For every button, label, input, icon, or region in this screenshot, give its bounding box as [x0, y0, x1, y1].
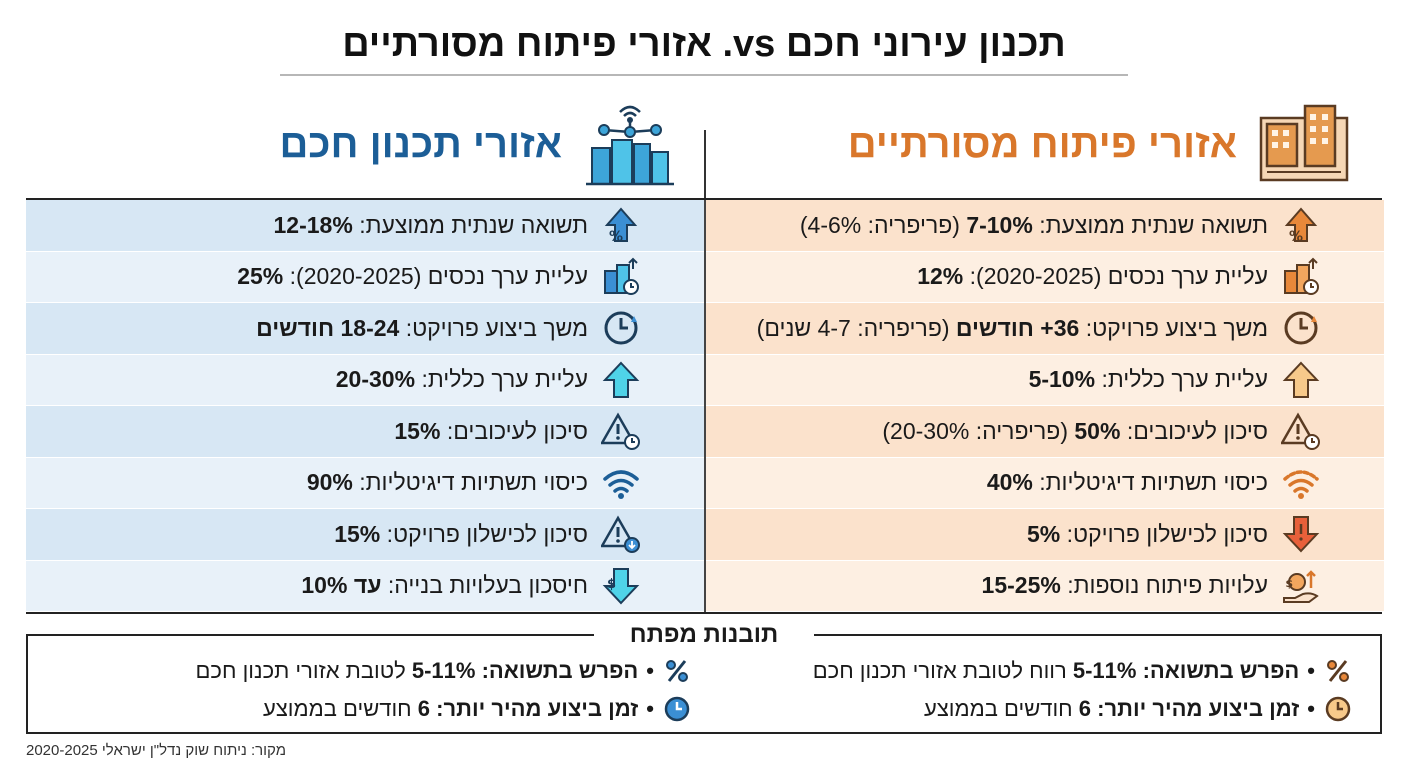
percent-up-icon: % — [1278, 202, 1324, 248]
traditional-row: $ עלויות פיתוח נוספות: 15-25% — [706, 560, 1384, 612]
column-divider — [704, 130, 706, 198]
traditional-row: כיסוי תשתיות דיגיטליות: 40% — [706, 457, 1384, 509]
city-plan-icon — [1259, 104, 1349, 182]
smart-column: % תשואה שנתית ממוצעת: 12-18% עליית ערך נ… — [26, 200, 704, 612]
insight-right-1: • הפרש בתשואה: 5-11% רווח לטובת אזורי תכ… — [813, 656, 1353, 686]
svg-text:%: % — [1289, 229, 1303, 245]
clock-icon — [662, 694, 692, 724]
warning-down-icon — [598, 511, 644, 557]
title-divider — [280, 74, 1128, 76]
smart-row: משך ביצוע פרויקט: 18-24 חודשים — [26, 303, 704, 355]
building-clock-icon — [1278, 254, 1324, 300]
dollar-down-icon: $ — [598, 563, 644, 609]
comparison-table: % תשואה שנתית ממוצעת: 12-18% עליית ערך נ… — [26, 198, 1384, 614]
percent-icon — [662, 656, 692, 686]
arrow-down-icon — [1278, 511, 1324, 557]
insight-left-2: • זמן ביצוע מהיר יותר: 6 חודשים בממוצע — [263, 694, 692, 724]
insights-title: תובנות מפתח — [594, 618, 814, 652]
smart-row: סיכון לעיכובים: 15% — [26, 406, 704, 458]
smart-row: עליית ערך נכסים (2020-2025): 25% — [26, 251, 704, 303]
insight-left-1: • הפרש בתשואה: 5-11% לטובת אזורי תכנון ח… — [196, 656, 692, 686]
svg-text:$: $ — [607, 577, 616, 592]
source-note: מקור: ניתוח שוק נדל"ן ישראלי 2020-2025 — [26, 742, 287, 759]
smart-row: % תשואה שנתית ממוצעת: 12-18% — [26, 200, 704, 252]
clock-icon — [1323, 694, 1353, 724]
arrow-up-icon — [1278, 357, 1324, 403]
percent-icon — [1323, 656, 1353, 686]
smart-row: כיסוי תשתיות דיגיטליות: 90% — [26, 457, 704, 509]
traditional-row: % תשואה שנתית ממוצעת: 7-10% (פריפריה: 4-… — [706, 200, 1384, 252]
smart-row: סיכון לכישלון פרויקט: 15% — [26, 509, 704, 561]
traditional-row: משך ביצוע פרויקט: 36+ חודשים (פריפריה: 4… — [706, 303, 1384, 355]
traditional-row: עליית ערך כללית: 5-10% — [706, 354, 1384, 406]
traditional-heading: אזורי פיתוח מסורתיים — [847, 121, 1237, 166]
clock-refresh-icon — [598, 305, 644, 351]
svg-text:%: % — [609, 229, 623, 245]
wifi-icon — [598, 460, 644, 506]
page-title: תכנון עירוני חכם vs. אזורי פיתוח מסורתיי… — [342, 23, 1066, 65]
wifi-weak-icon — [1278, 460, 1324, 506]
insight-right-2: • זמן ביצוע מהיר יותר: 6 חודשים בממוצע — [924, 694, 1353, 724]
smart-city-icon — [586, 105, 674, 186]
warning-clock-icon — [598, 408, 644, 454]
smart-row: $ חיסכון בעלויות בנייה: עד 10% — [26, 560, 704, 612]
smart-row: עליית ערך כללית: 20-30% — [26, 354, 704, 406]
clock-refresh-icon — [1278, 305, 1324, 351]
traditional-row: סיכון לכישלון פרויקט: 5% — [706, 509, 1384, 561]
percent-up-icon: % — [598, 202, 644, 248]
svg-text:$: $ — [1285, 577, 1293, 590]
traditional-header: אזורי פיתוח מסורתיים — [705, 96, 1355, 192]
smart-header: אזורי תכנון חכם — [160, 96, 680, 192]
smart-heading: אזורי תכנון חכם — [279, 121, 562, 166]
building-clock-icon — [598, 254, 644, 300]
traditional-row: עליית ערך נכסים (2020-2025): 12% — [706, 251, 1384, 303]
traditional-row: סיכון לעיכובים: 50% (פריפריה: 20-30%) — [706, 406, 1384, 458]
money-hand-icon: $ — [1278, 563, 1324, 609]
warning-clock-icon — [1278, 408, 1324, 454]
traditional-column: % תשואה שנתית ממוצעת: 7-10% (פריפריה: 4-… — [704, 200, 1384, 612]
arrow-up-icon — [598, 357, 644, 403]
